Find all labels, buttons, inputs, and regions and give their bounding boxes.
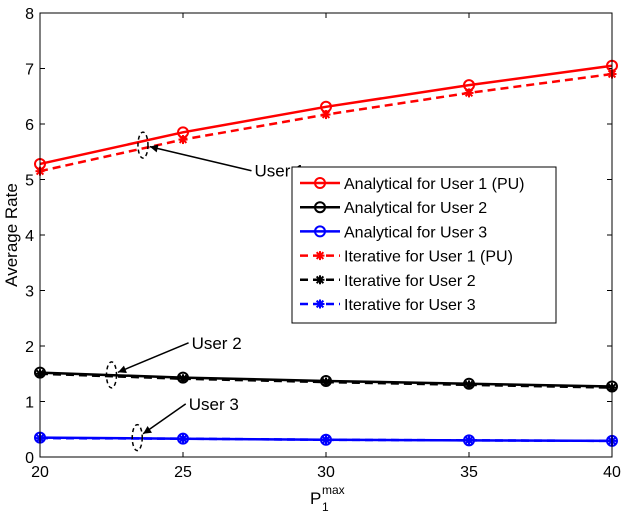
annotation-arrow xyxy=(117,342,189,373)
annotation-2: User 2 xyxy=(105,334,242,389)
series-group xyxy=(34,59,618,447)
x-tick-label: 30 xyxy=(317,464,335,481)
legend-item-2: Analytical for User 2 xyxy=(300,200,487,217)
legend-item-5: Iterative for User 2 xyxy=(300,273,476,290)
x-axis-label: P max 1 xyxy=(310,483,345,513)
legend-label: Iterative for User 3 xyxy=(344,297,476,314)
legend-box xyxy=(291,166,557,324)
legend-item-4: Iterative for User 1 (PU) xyxy=(300,249,513,266)
legend-label: Iterative for User 1 (PU) xyxy=(344,249,513,266)
legend-swatch-marker xyxy=(315,275,325,285)
annotation-arrowhead xyxy=(143,426,152,434)
legend-swatch-marker xyxy=(314,225,326,238)
tick-labels: 20 25 30 35 40 0 1 2 3 4 5 6 7 8 xyxy=(25,6,621,481)
y-tick-label: 4 xyxy=(25,228,34,245)
legend-swatch-marker xyxy=(314,201,326,214)
legend-item-1: Analytical for User 1 (PU) xyxy=(300,176,525,193)
annotation-ellipse xyxy=(131,423,143,452)
data-point xyxy=(178,135,188,145)
y-tick-label: 1 xyxy=(25,395,34,412)
annotation-arrow xyxy=(142,403,187,435)
annotation-arrowhead xyxy=(117,365,127,373)
annotation-arrowhead xyxy=(149,144,159,153)
series-line xyxy=(39,64,613,166)
legend-item-6: Iterative for User 3 xyxy=(300,297,476,314)
y-tick-label: 3 xyxy=(25,284,34,301)
annotation-label: User 2 xyxy=(192,334,242,353)
legend-swatch-marker xyxy=(314,177,326,189)
annotation-3: User 3 xyxy=(131,395,239,452)
legend-label: Iterative for User 2 xyxy=(344,273,476,290)
data-point xyxy=(321,377,331,387)
legend-item-3: Analytical for User 3 xyxy=(300,224,487,241)
x-tick-label: 35 xyxy=(460,464,478,481)
data-point xyxy=(321,110,331,120)
y-axis-label: Average Rate xyxy=(2,183,21,287)
annotation-label: User 3 xyxy=(189,395,239,414)
y-tick-label: 5 xyxy=(25,173,34,190)
x-axis-label-main: P xyxy=(310,489,321,508)
x-axis-label-subscript: 1 xyxy=(322,500,329,513)
annotation-arrow xyxy=(149,145,252,172)
annotation-ellipse xyxy=(137,131,149,159)
legend: Analytical for User 1 (PU) Analytical for… xyxy=(291,166,557,324)
legend-label: Analytical for User 1 (PU) xyxy=(344,176,525,193)
annotation-ellipse xyxy=(105,361,118,389)
data-point xyxy=(464,88,474,98)
data-point xyxy=(178,434,188,444)
x-axis-label-superscript: max xyxy=(322,483,345,497)
x-tick-label: 20 xyxy=(31,464,49,481)
data-point xyxy=(464,380,474,390)
y-tick-label: 7 xyxy=(25,62,34,79)
y-tick-label: 6 xyxy=(25,117,34,134)
legend-swatch-marker xyxy=(315,251,325,261)
y-tick-label: 8 xyxy=(25,6,34,23)
legend-swatch-marker xyxy=(315,299,325,309)
y-tick-label: 0 xyxy=(25,450,34,467)
plot-frame xyxy=(39,12,613,458)
x-tick-label: 25 xyxy=(174,464,192,481)
legend-label: Analytical for User 2 xyxy=(344,200,487,217)
data-point xyxy=(321,435,331,445)
legend-label: Analytical for User 3 xyxy=(344,224,487,241)
data-point xyxy=(178,374,188,384)
data-point xyxy=(464,435,474,445)
series-4 xyxy=(35,69,617,176)
x-tick-label: 40 xyxy=(603,464,621,481)
y-tick-label: 2 xyxy=(25,339,34,356)
